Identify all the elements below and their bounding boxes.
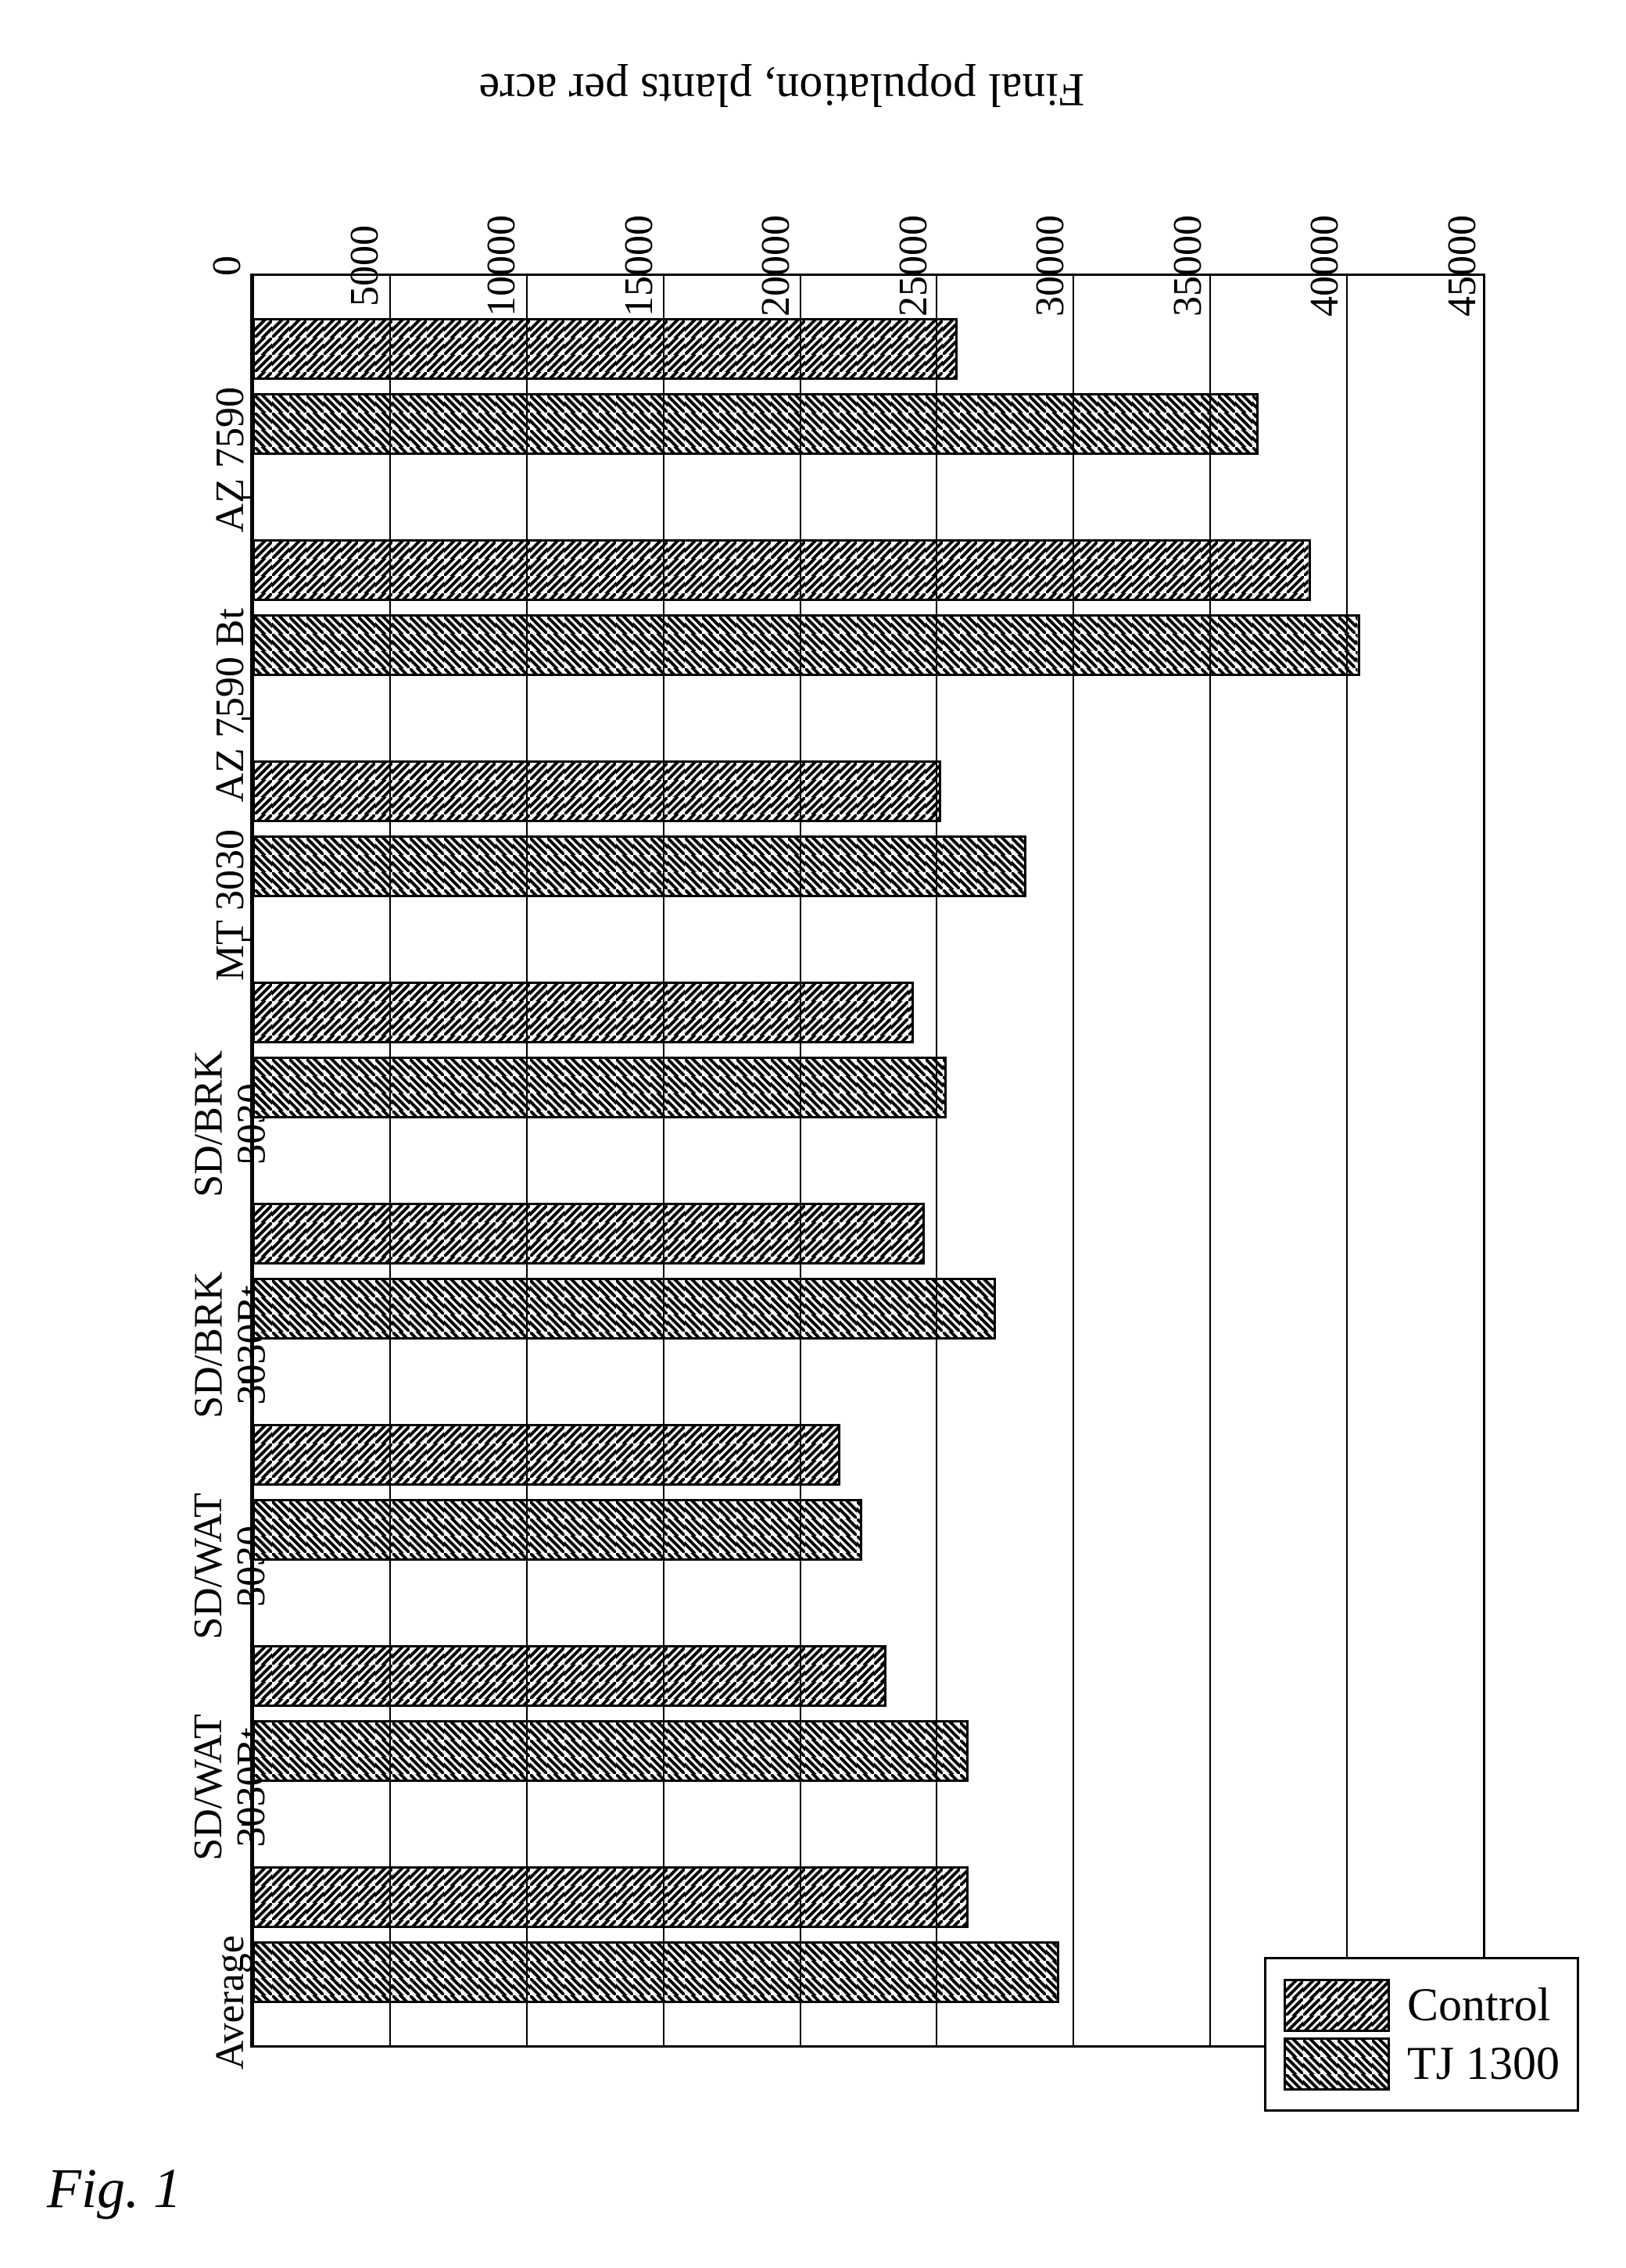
x-tick-label: 5000 — [342, 225, 388, 306]
legend-swatch-control — [1284, 1979, 1390, 2032]
legend-label: Control — [1407, 1978, 1550, 2032]
x-tick-label: 45000 — [1439, 215, 1485, 317]
legend: ControlTJ 1300 — [1264, 1957, 1579, 2112]
legend-swatch-tj — [1284, 2037, 1390, 2091]
legend-item: TJ 1300 — [1284, 2037, 1560, 2091]
x-tick-label: 40000 — [1302, 215, 1348, 317]
x-tick-label: 35000 — [1165, 215, 1211, 317]
x-tick-label: 30000 — [1027, 215, 1073, 317]
page: Final population, plants per acre AZ 759… — [0, 0, 1626, 2268]
x-tick-label: 10000 — [478, 215, 525, 317]
chart: Final population, plants per acre AZ 759… — [78, 63, 1485, 2048]
legend-label: TJ 1300 — [1407, 2037, 1560, 2091]
x-tick-label: 15000 — [616, 215, 662, 317]
x-tick-label: 25000 — [890, 215, 937, 317]
x-tick-label: 0 — [204, 256, 250, 276]
legend-item: Control — [1284, 1978, 1560, 2032]
x-tick-label: 20000 — [753, 215, 799, 317]
figure-caption: Fig. 1 — [47, 2156, 181, 2221]
